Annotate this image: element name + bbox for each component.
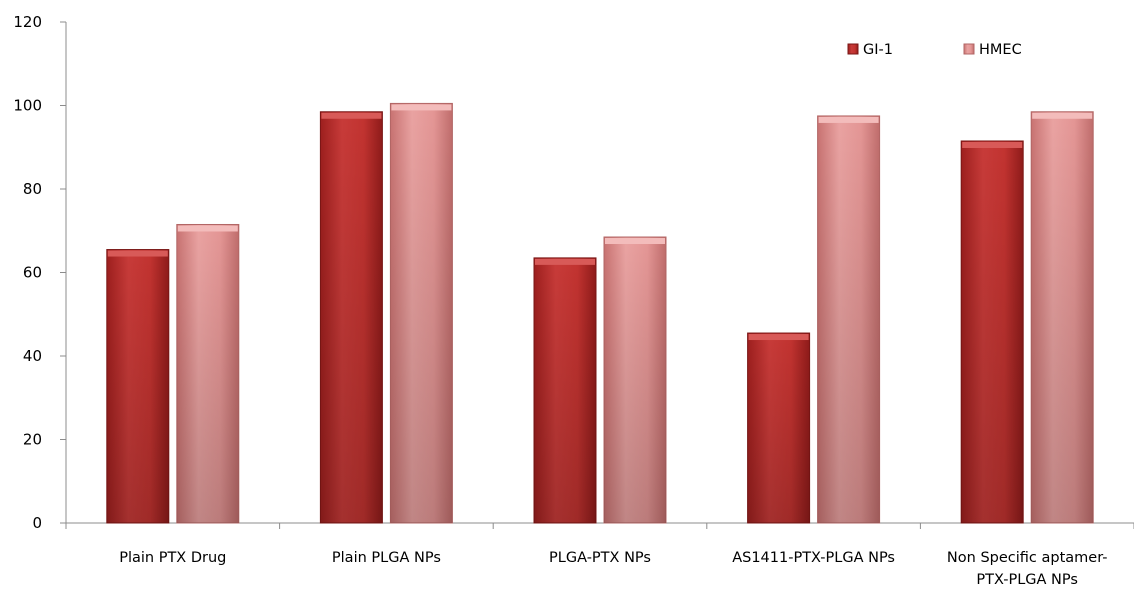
- bar-shade: [817, 115, 880, 523]
- bar-gi-1-2: [533, 257, 597, 524]
- bar-cap: [107, 250, 168, 257]
- bar-shade: [604, 237, 666, 523]
- axes: 0 20 40 60 80 100 120: [13, 13, 1134, 532]
- bar-gi-1-1: [319, 111, 383, 524]
- y-tick-label: 60: [23, 264, 42, 282]
- bar-shade: [320, 111, 383, 523]
- legend-swatch-hmec: [963, 43, 975, 55]
- bar-shade: [961, 140, 1024, 524]
- y-tick-label: 40: [23, 347, 42, 365]
- bar-hmec-0: [176, 223, 240, 524]
- bar-shade: [390, 103, 453, 523]
- category-label: Plain PTX Drug: [119, 550, 226, 566]
- bar-gi-1-3: [747, 332, 811, 524]
- bar-shade: [106, 249, 169, 523]
- legend: GI-1 HMEC: [847, 42, 1022, 58]
- legend-swatch-gi-1: [847, 43, 859, 55]
- bar-hmec-1: [389, 102, 453, 524]
- bar-hmec-2: [603, 236, 667, 524]
- y-tick-label: 0: [32, 514, 42, 532]
- bar-hmec-4: [1030, 111, 1094, 524]
- legend-label-gi-1: GI-1: [863, 42, 893, 58]
- category-label: Non Specific aptamer-: [947, 550, 1108, 566]
- bar-cap: [535, 258, 595, 265]
- bar-shade: [1031, 111, 1094, 523]
- bar-shade: [176, 224, 239, 524]
- category-label: PLGA-PTX NPs: [549, 550, 651, 566]
- bar-cap: [177, 225, 238, 232]
- y-tick-label: 80: [23, 180, 42, 198]
- bar-cap: [962, 141, 1023, 148]
- bar-shade: [747, 333, 810, 523]
- bars: [106, 102, 1094, 524]
- category-label: AS1411-PTX-PLGA NPs: [732, 550, 895, 566]
- category-label: PTX-PLGA NPs: [976, 572, 1078, 588]
- bar-cap: [321, 112, 382, 119]
- bar-gi-1-0: [106, 249, 170, 524]
- bar-cap: [1032, 112, 1093, 119]
- bar-cap: [391, 104, 452, 111]
- bar-cap: [748, 334, 809, 341]
- y-tick-label: 20: [23, 431, 42, 449]
- legend-label-hmec: HMEC: [979, 42, 1022, 58]
- y-tick-label: 120: [13, 13, 42, 31]
- y-tick-label: 100: [13, 97, 42, 115]
- x-axis-labels: Plain PTX Drug Plain PLGA NPs PLGA-PTX NPs…: [119, 550, 1107, 588]
- bar-gi-1-4: [960, 140, 1024, 524]
- bar-cap: [605, 238, 665, 245]
- category-label: Plain PLGA NPs: [332, 550, 441, 566]
- bar-cap: [818, 116, 879, 123]
- bar-shade: [534, 257, 596, 523]
- bar-hmec-3: [817, 115, 881, 524]
